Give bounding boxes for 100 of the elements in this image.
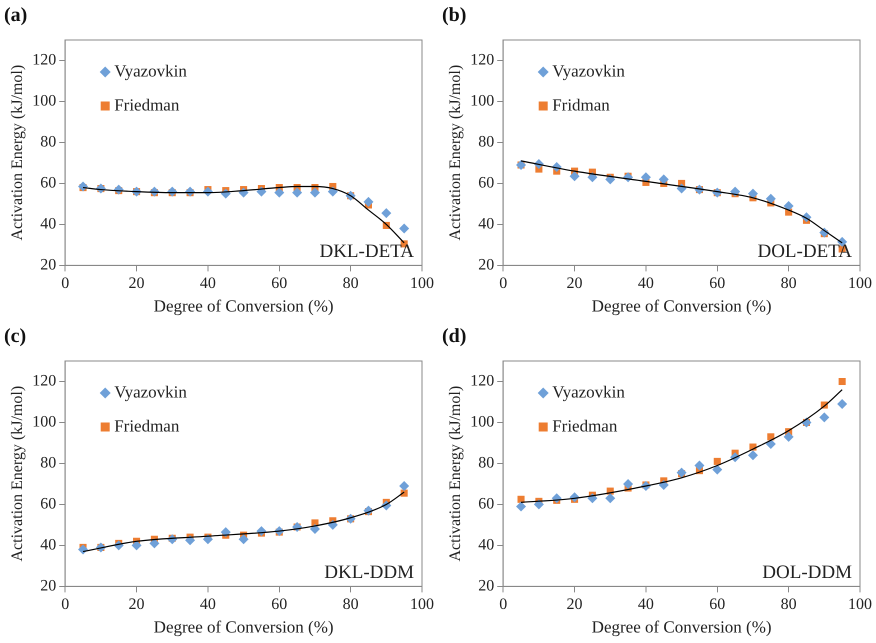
annotation: DKL-DETA	[319, 240, 414, 262]
y-axis-title: Activation Energy (kJ/mol)	[446, 64, 464, 241]
x-axis-title: Degree of Conversion (%)	[592, 296, 772, 316]
y-tick-label: 100	[470, 414, 494, 431]
chart-title: (d)	[442, 325, 466, 348]
point	[714, 458, 721, 465]
legend-label: Friedman	[114, 95, 180, 114]
point	[784, 200, 794, 211]
point	[748, 188, 758, 199]
point	[838, 378, 846, 386]
point	[784, 432, 794, 442]
y-tick-label: 80	[478, 134, 494, 151]
y-tick-label: 20	[478, 578, 494, 595]
legend-label: Friedman	[114, 416, 180, 436]
x-axis-title: Degree of Conversion (%)	[154, 296, 334, 316]
y-tick-label: 40	[40, 216, 56, 233]
y-tick-label: 60	[40, 174, 56, 192]
x-tick-label: 40	[200, 275, 216, 292]
point	[676, 468, 687, 478]
x-tick-label: 60	[271, 275, 288, 292]
point	[587, 172, 598, 182]
y-tick-label: 100	[32, 92, 56, 110]
x-tick-label: 40	[638, 275, 654, 292]
annotation: DOL-DDM	[762, 562, 852, 583]
y-tick-label: 40	[478, 536, 494, 554]
y-tick-label: 60	[40, 496, 56, 513]
x-tick-label: 100	[848, 596, 872, 614]
point	[149, 538, 160, 548]
legend-label: Friedman	[552, 416, 618, 436]
x-tick-label: 20	[566, 275, 583, 292]
chart-title: (c)	[4, 325, 26, 348]
x-tick-label: 80	[342, 596, 359, 614]
point	[819, 412, 830, 422]
legend-label: Vyazovkin	[552, 382, 626, 402]
point	[310, 188, 320, 198]
point	[202, 534, 213, 544]
legend-label: Vyazovkin	[114, 382, 188, 402]
y-tick-label: 80	[40, 134, 56, 151]
legend-label: Vyazovkin	[114, 61, 188, 80]
y-tick-label: 100	[470, 92, 494, 110]
point	[640, 172, 651, 182]
legend-label: Fridman	[552, 95, 610, 114]
annotation: DOL-DETA	[757, 240, 852, 262]
point	[78, 182, 88, 192]
x-tick-label: 0	[499, 275, 508, 292]
chart-title: (b)	[442, 4, 466, 26]
x-tick-label: 80	[342, 275, 359, 292]
y-tick-label: 20	[40, 256, 56, 274]
point	[694, 460, 704, 471]
y-tick-label: 20	[478, 256, 494, 274]
x-tick-label: 80	[780, 596, 797, 614]
x-tick-label: 20	[566, 596, 583, 614]
point	[837, 399, 848, 410]
y-axis-title: Activation Energy (kJ/mol)	[446, 386, 464, 562]
y-tick-label: 40	[40, 536, 56, 554]
point	[399, 480, 410, 491]
x-axis-title: Degree of Conversion (%)	[592, 617, 772, 636]
y-axis-title: Activation Energy (kJ/mol)	[8, 386, 26, 562]
point	[363, 196, 374, 207]
x-tick-label: 0	[499, 596, 508, 614]
point	[399, 224, 410, 234]
x-tick-label: 40	[638, 596, 654, 614]
y-tick-label: 20	[40, 578, 56, 595]
y-tick-label: 120	[470, 52, 494, 69]
x-tick-label: 60	[709, 275, 726, 292]
y-tick-label: 80	[478, 454, 494, 472]
x-tick-label: 80	[780, 275, 797, 292]
legend-label: Vyazovkin	[552, 61, 626, 80]
y-axis-title: Activation Energy (kJ/mol)	[8, 64, 26, 241]
point	[748, 450, 758, 460]
point	[623, 478, 634, 489]
x-tick-label: 40	[200, 596, 216, 614]
x-tick-label: 60	[709, 596, 726, 614]
point	[766, 194, 776, 204]
y-tick-label: 40	[478, 216, 494, 233]
x-axis-title: Degree of Conversion (%)	[154, 617, 334, 636]
point	[310, 524, 320, 534]
point	[381, 208, 392, 218]
y-tick-label: 120	[470, 372, 494, 390]
point	[712, 464, 722, 475]
y-tick-label: 120	[32, 52, 56, 69]
y-tick-label: 80	[40, 454, 56, 472]
point	[516, 501, 526, 512]
point	[570, 171, 580, 182]
x-tick-label: 60	[271, 596, 288, 614]
point	[658, 174, 669, 184]
x-tick-label: 20	[128, 275, 145, 292]
point	[132, 540, 142, 550]
x-tick-label: 20	[128, 596, 145, 614]
point	[292, 188, 302, 198]
point	[78, 544, 88, 555]
annotation: DKL-DDM	[324, 562, 414, 583]
chart-title: (a)	[4, 4, 28, 26]
x-tick-label: 100	[410, 275, 434, 292]
point	[220, 527, 231, 538]
point	[534, 499, 544, 510]
point	[238, 534, 249, 544]
y-tick-label: 120	[32, 372, 56, 390]
y-tick-label: 100	[32, 414, 56, 431]
x-tick-label: 0	[61, 596, 70, 614]
